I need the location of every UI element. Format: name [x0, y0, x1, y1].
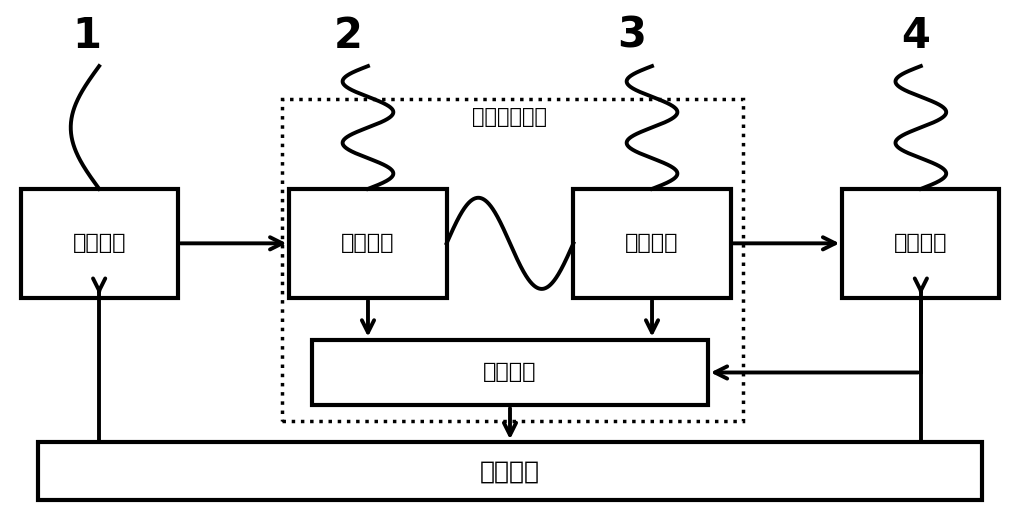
Text: 监测电路: 监测电路 — [483, 362, 536, 382]
Text: 发射电路: 发射电路 — [341, 233, 394, 253]
Bar — [20, 189, 177, 298]
Text: 4: 4 — [901, 15, 929, 57]
Bar — [573, 189, 730, 298]
Text: 中间储能电路: 中间储能电路 — [472, 106, 547, 127]
Bar — [842, 189, 999, 298]
Text: 2: 2 — [333, 15, 362, 57]
Text: 控制电路: 控制电路 — [480, 459, 539, 483]
Text: 3: 3 — [616, 15, 646, 57]
Bar — [289, 189, 446, 298]
Bar — [281, 99, 743, 420]
Text: 负载电路: 负载电路 — [894, 233, 947, 253]
Text: 1: 1 — [72, 15, 101, 57]
Text: 接收电路: 接收电路 — [625, 233, 678, 253]
Bar — [39, 442, 980, 500]
Bar — [312, 339, 707, 406]
Text: 充电电路: 充电电路 — [72, 233, 125, 253]
